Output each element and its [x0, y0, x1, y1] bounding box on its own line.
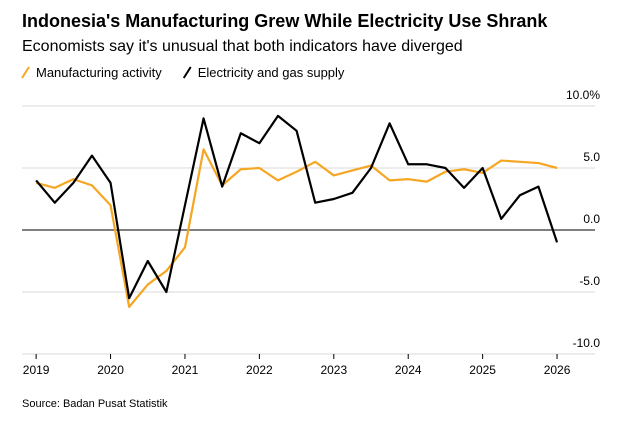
series-line: [35, 148, 558, 308]
x-tick-label: 2020: [97, 363, 124, 377]
source: Source: Badan Pusat Statistik: [22, 398, 168, 410]
x-tick-label: 2025: [469, 363, 496, 377]
legend-label: Manufacturing activity: [36, 65, 162, 80]
series-line: [35, 114, 559, 300]
x-tick-label: 2019: [23, 363, 50, 377]
chart-title: Indonesia's Manufacturing Grew While Ele…: [22, 11, 548, 31]
legend-label: Electricity and gas supply: [198, 65, 345, 80]
legend-swatch: [21, 66, 30, 79]
x-tick-label: 2023: [320, 363, 347, 377]
chart-subtitle: Economists say it's unusual that both in…: [22, 38, 463, 55]
x-tick-label: 2021: [172, 363, 199, 377]
y-tick-label: 10.0%: [566, 88, 600, 102]
legend-swatch: [182, 66, 192, 79]
y-tick-label: 0.0: [583, 212, 600, 226]
y-tick-label: -5.0: [579, 274, 600, 288]
y-tick-label: 5.0: [583, 150, 600, 164]
x-tick-label: 2026: [544, 363, 571, 377]
x-tick-label: 2024: [395, 363, 422, 377]
y-tick-label: -10.0: [573, 336, 601, 350]
x-tick-label: 2022: [246, 363, 273, 377]
